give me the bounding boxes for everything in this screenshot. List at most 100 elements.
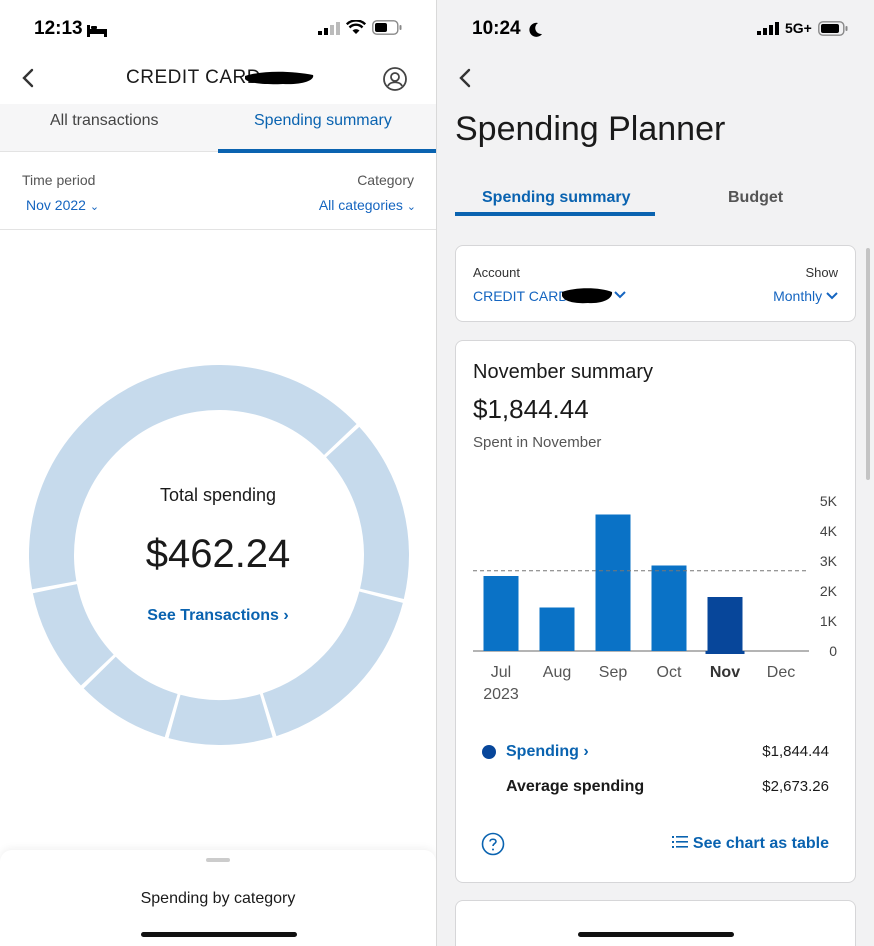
donut-segment[interactable] [262, 591, 403, 737]
network-type: 5G+ [785, 20, 812, 36]
y-tick-label: 2K [820, 583, 838, 599]
screen-divider [436, 0, 437, 946]
tab-budget[interactable]: Budget [728, 189, 784, 206]
status-bar: 10:24 5G+ [437, 14, 874, 44]
account-value: CREDIT CARD [473, 288, 569, 304]
category-value: All categories [318, 197, 403, 213]
chevron-down-icon [826, 292, 838, 300]
redacted-mark [245, 71, 314, 85]
spending-legend-label: Spending [506, 743, 579, 760]
wifi-icon [346, 20, 366, 34]
category-label: Category [357, 172, 414, 188]
bar-nov[interactable] [707, 597, 743, 651]
x-tick-label: Aug [543, 664, 571, 681]
x-tick-label: Oct [657, 664, 682, 681]
status-bar: 12:13 [0, 14, 436, 44]
account-card: Account CREDIT CARD Show Monthly [455, 245, 856, 322]
tab-spending-summary[interactable]: Spending summary [254, 112, 392, 129]
summary-title: November summary [473, 361, 654, 383]
x-tick-label: Dec [767, 664, 795, 681]
chevron-down-icon: ⌄ [406, 201, 416, 213]
donut-segment[interactable] [28, 365, 357, 590]
see-chart-as-table-link[interactable]: See chart as table [672, 835, 829, 853]
show-value: Monthly [773, 288, 823, 304]
chevron-down-icon [614, 291, 626, 299]
home-indicator [578, 932, 734, 937]
cellular-signal-icon [318, 21, 340, 35]
scrollbar[interactable] [866, 248, 870, 480]
page-title: Spending Planner [455, 110, 726, 148]
see-chart-as-table-label: See chart as table [692, 835, 829, 852]
sheet-drag-handle[interactable] [206, 858, 230, 862]
y-tick-label: 1K [820, 613, 838, 629]
status-time: 12:13 [34, 18, 83, 39]
summary-amount: $1,844.44 [473, 394, 589, 424]
left-screen: 12:13 CREDIT CARD All transactions Spend… [0, 0, 436, 946]
back-chevron-icon[interactable] [457, 68, 473, 88]
help-icon[interactable] [481, 832, 505, 856]
spending-legend-dot [482, 745, 496, 759]
x-tick-label: Sep [599, 664, 628, 681]
back-chevron-icon[interactable] [20, 68, 36, 88]
status-time: 10:24 [472, 18, 521, 39]
tab-bar: All transactions Spending summary [0, 104, 436, 153]
average-legend-label: Average spending [506, 778, 645, 795]
profile-icon[interactable] [382, 66, 408, 92]
account-label: Account [473, 265, 520, 280]
monthly-spending-bar-chart[interactable]: 0 1K 2K 3K 4K 5K Jul 2023 Aug Sep Oct Nov Dec [456, 481, 856, 711]
tab-all-transactions[interactable]: All transactions [50, 112, 159, 129]
y-tick-label: 0 [829, 643, 837, 659]
donut-segment[interactable] [83, 656, 178, 738]
chevron-down-icon: ⌄ [89, 201, 100, 213]
divider [0, 229, 436, 230]
active-tab-indicator [218, 149, 436, 153]
chevron-right-icon: › [583, 743, 589, 760]
bar-sep[interactable] [595, 514, 631, 652]
time-period-label: Time period [22, 172, 96, 188]
category-sheet[interactable]: Spending by category [0, 850, 436, 946]
show-label: Show [805, 265, 838, 280]
summary-card: November summary $1,844.44 Spent in Nove… [455, 340, 856, 883]
active-tab-indicator [455, 212, 655, 216]
chevron-right-icon: › [283, 607, 289, 624]
bar-jul[interactable] [483, 576, 519, 651]
see-transactions-label: See Transactions [147, 607, 279, 624]
redacted-mark [562, 288, 613, 304]
account-dropdown[interactable]: CREDIT CARD [473, 288, 568, 304]
average-legend-value: $2,673.26 [762, 778, 829, 795]
x-tick-label: Nov [710, 664, 740, 681]
time-period-dropdown[interactable]: Nov 2022 ⌄ [26, 197, 99, 213]
bar-oct[interactable] [651, 565, 687, 652]
status-icons: 5G+ [757, 20, 848, 36]
summary-subtitle: Spent in November [473, 434, 602, 451]
home-indicator [141, 932, 297, 937]
donut-segment[interactable] [32, 584, 114, 686]
y-tick-label: 5K [820, 493, 838, 509]
battery-icon [817, 20, 848, 36]
tab-spending-summary[interactable]: Spending summary [482, 189, 631, 206]
spending-legend-value: $1,844.44 [762, 743, 829, 760]
cellular-signal-icon [757, 22, 779, 35]
donut-segment[interactable] [168, 694, 273, 745]
total-spending-amount: $462.24 [145, 532, 291, 576]
sheet-title: Spending by category [140, 890, 296, 907]
right-screen: 10:24 5G+ Spending Planner Spending summ… [437, 0, 874, 946]
bar-aug[interactable] [539, 607, 575, 652]
next-card [455, 900, 856, 946]
y-tick-label: 3K [820, 553, 838, 569]
show-dropdown[interactable]: Monthly [773, 288, 838, 304]
time-period-value: Nov 2022 [26, 197, 86, 213]
spending-legend-link[interactable]: Spending › [506, 743, 589, 761]
moon-icon [529, 22, 542, 37]
donut-segment[interactable] [326, 426, 409, 600]
see-transactions-link[interactable]: See Transactions › [0, 607, 436, 625]
donut-ring [28, 365, 409, 745]
x-tick-sublabel: 2023 [483, 686, 519, 703]
x-tick-label: Jul [491, 664, 511, 681]
category-dropdown[interactable]: All categories ⌄ [319, 197, 416, 213]
battery-icon [372, 20, 402, 35]
list-icon [672, 836, 689, 848]
spending-donut-chart[interactable] [26, 362, 412, 748]
y-tick-label: 4K [820, 523, 838, 539]
selected-bar-indicator [705, 651, 745, 654]
